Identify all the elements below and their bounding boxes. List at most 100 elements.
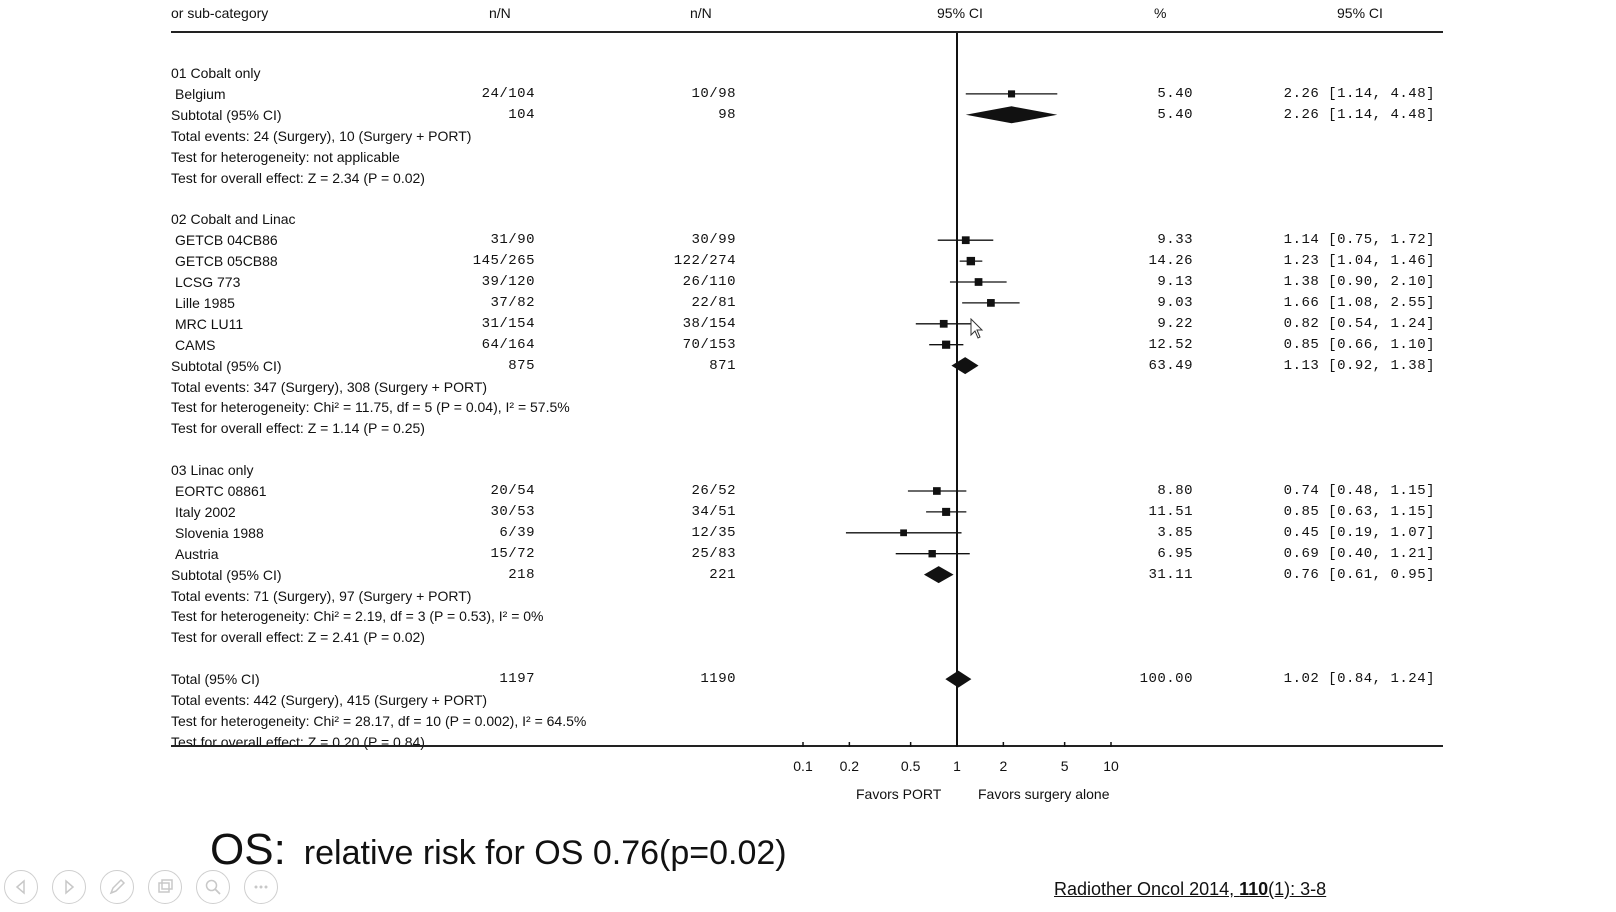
study-row-weight: 9.13 <box>1157 274 1193 290</box>
pen-icon[interactable] <box>100 870 134 904</box>
group-note: Test for overall effect: Z = 1.14 (P = 0… <box>0 418 1616 438</box>
subtotal-row-label: Subtotal (95% CI) <box>171 357 282 374</box>
study-row-label: Slovenia 1988 <box>175 524 264 541</box>
total-note: Test for heterogeneity: Chi² = 28.17, df… <box>0 711 1616 731</box>
study-row-ci: 2.26 [1.14, 4.48] <box>1283 85 1435 102</box>
subtotal-row-treatment-count: 104 <box>508 106 535 123</box>
group-note: Test for heterogeneity: Chi² = 11.75, df… <box>0 397 1616 417</box>
study-row-treatment-count: 31/154 <box>481 315 535 332</box>
group-note-text: Test for heterogeneity: not applicable <box>171 148 400 165</box>
study-row-label: LCSG 773 <box>175 274 241 290</box>
subtotal-row: Subtotal (95% CI) 218 221 31.11 0.76 [0.61, … <box>0 565 1616 585</box>
study-row-weight: 6.95 <box>1157 545 1193 562</box>
study-row-control-count: 122/274 <box>673 253 736 270</box>
total-note-text: Total events: 442 (Surgery), 415 (Surger… <box>171 692 488 708</box>
axis-tick-label: 5 <box>1060 758 1069 774</box>
group-note: Test for overall effect: Z = 2.41 (P = 0… <box>0 627 1616 647</box>
group-note: Test for heterogeneity: not applicable <box>0 147 1616 167</box>
study-row-treatment-count: 15/72 <box>490 545 535 562</box>
study-row-weight: 12.52 <box>1148 336 1193 353</box>
zoom-icon[interactable] <box>196 870 230 904</box>
subtotal-row-ci: 1.13 [0.92, 1.38] <box>1283 357 1435 374</box>
header-plot: 95% CI <box>937 5 983 21</box>
group-note-text: Test for overall effect: Z = 2.34 (P = 0… <box>171 169 425 186</box>
study-row-ci: 1.66 [1.08, 2.55] <box>1283 294 1435 311</box>
group-note: Test for heterogeneity: Chi² = 2.19, df … <box>0 606 1616 626</box>
subtotal-row-control-count: 871 <box>709 357 736 374</box>
study-row-label: GETCB 04CB86 <box>175 232 278 249</box>
group-title-text: 03 Linac only <box>171 462 254 479</box>
group-note-text: Test for heterogeneity: Chi² = 2.19, df … <box>171 608 544 625</box>
favors-right-label: Favors surgery alone <box>978 786 1110 802</box>
study-row-ci: 1.38 [0.90, 2.10] <box>1283 274 1435 290</box>
study-row-label: Belgium <box>175 85 226 102</box>
total-note-text: Test for overall effect: Z = 0.20 (P = 0… <box>171 733 425 750</box>
group-note-text: Test for overall effect: Z = 2.41 (P = 0… <box>171 629 425 646</box>
header-study: or sub-category <box>171 5 269 21</box>
study-row: GETCB 05CB88 145/265 122/274 14.26 1.23 [1.0… <box>0 251 1616 271</box>
favors-left-label: Favors PORT <box>856 786 942 802</box>
study-row-control-count: 30/99 <box>691 232 736 249</box>
previous-icon[interactable] <box>4 870 38 904</box>
study-row-control-count: 70/153 <box>682 336 736 353</box>
subtotal-row-weight: 5.40 <box>1157 106 1193 123</box>
study-row: LCSG 773 39/120 26/110 9.13 1.38 [0.90, 2.10… <box>0 272 1616 292</box>
slideshow-toolbar <box>4 870 278 906</box>
study-row-control-count: 12/35 <box>691 524 736 541</box>
group-title-text: 01 Cobalt only <box>171 65 261 81</box>
header-rule <box>171 31 1443 33</box>
study-row-control-count: 34/51 <box>691 503 736 520</box>
study-row-ci: 0.69 [0.40, 1.21] <box>1283 545 1435 562</box>
study-row-label: Austria <box>175 545 219 562</box>
total-row-control-count: 1190 <box>700 671 736 688</box>
group-title: 01 Cobalt only <box>0 63 1616 83</box>
study-row: Belgium 24/104 10/98 5.40 2.26 [1.14, 4.48] <box>0 84 1616 104</box>
citation[interactable]: Radiother Oncol 2014, 110(1): 3-8 <box>1054 878 1326 900</box>
study-row-treatment-count: 145/265 <box>472 253 535 270</box>
more-icon[interactable] <box>244 870 278 904</box>
subtotal-row-control-count: 98 <box>718 106 736 123</box>
group-note: Total events: 347 (Surgery), 308 (Surger… <box>0 377 1616 397</box>
study-row-weight: 3.85 <box>1157 524 1193 541</box>
group-note: Total events: 71 (Surgery), 97 (Surgery … <box>0 586 1616 606</box>
total-note: Total events: 442 (Surgery), 415 (Surger… <box>0 690 1616 710</box>
group-note-text: Total events: 347 (Surgery), 308 (Surger… <box>171 378 488 395</box>
subtotal-row-treatment-count: 875 <box>508 357 535 374</box>
study-row-ci: 1.23 [1.04, 1.46] <box>1283 253 1435 270</box>
study-row: Italy 2002 30/53 34/51 11.51 0.85 [0.63, 1.1… <box>0 502 1616 522</box>
study-row-treatment-count: 20/54 <box>490 483 535 499</box>
study-row: EORTC 08861 20/54 26/52 8.80 0.74 [0.48, 1.1… <box>0 481 1616 501</box>
study-row: Slovenia 1988 6/39 12/35 3.85 0.45 [0.19, 1.… <box>0 523 1616 543</box>
study-row-treatment-count: 30/53 <box>490 503 535 520</box>
slides-icon[interactable] <box>148 870 182 904</box>
subtotal-row-ci: 2.26 [1.14, 4.48] <box>1283 106 1435 123</box>
study-row-treatment-count: 6/39 <box>499 524 535 541</box>
study-row-label: MRC LU11 <box>175 315 244 332</box>
header-ci: 95% CI <box>1337 5 1383 21</box>
group-note: Test for overall effect: Z = 2.34 (P = 0… <box>0 168 1616 188</box>
group-note-text: Total events: 24 (Surgery), 10 (Surgery … <box>171 127 472 144</box>
group-title: 02 Cobalt and Linac <box>0 209 1616 229</box>
next-icon[interactable] <box>52 870 86 904</box>
total-row-treatment-count: 1197 <box>499 671 535 688</box>
group-note: Total events: 24 (Surgery), 10 (Surgery … <box>0 126 1616 146</box>
study-row-weight: 5.40 <box>1157 85 1193 102</box>
study-row-treatment-count: 39/120 <box>481 274 535 290</box>
study-row-control-count: 10/98 <box>691 85 736 102</box>
study-row-label: EORTC 08861 <box>175 483 267 499</box>
group-note-text: Test for overall effect: Z = 1.14 (P = 0… <box>171 420 425 437</box>
axis-tick-label: 1 <box>953 758 961 774</box>
group-note-text: Test for heterogeneity: Chi² = 11.75, df… <box>171 399 570 416</box>
axis-tick-label: 0.2 <box>839 758 860 774</box>
study-row-ci: 0.82 [0.54, 1.24] <box>1283 315 1435 332</box>
study-row-treatment-count: 24/104 <box>481 85 535 102</box>
study-row-control-count: 26/52 <box>691 483 736 499</box>
study-row: Austria 15/72 25/83 6.95 0.69 [0.40, 1.21] <box>0 544 1616 564</box>
study-row-label: CAMS <box>175 336 216 353</box>
study-row-label: GETCB 05CB88 <box>175 253 278 270</box>
total-note-text: Test for heterogeneity: Chi² = 28.17, df… <box>171 712 587 729</box>
study-row-label: Italy 2002 <box>175 503 236 520</box>
total-note: Test for overall effect: Z = 0.20 (P = 0… <box>0 732 1616 752</box>
subtotal-row-ci: 0.76 [0.61, 0.95] <box>1283 566 1435 583</box>
